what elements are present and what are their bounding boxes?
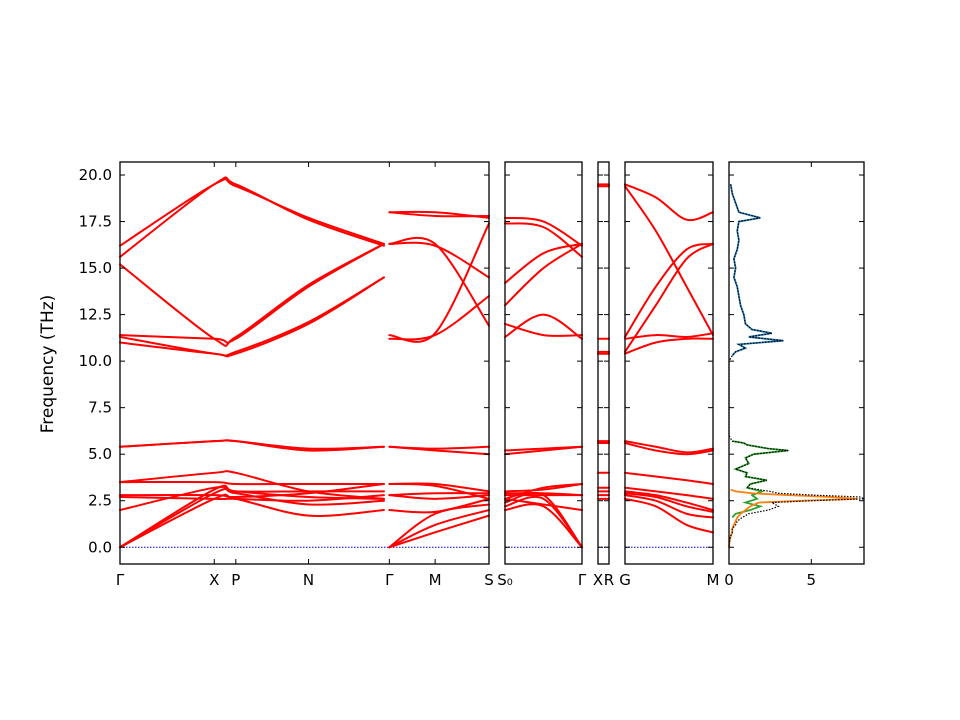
phonon-band-4: [504, 497, 583, 512]
phonon-band-8: [504, 482, 583, 500]
phonon-band-7: [624, 442, 714, 456]
phonon-band-6: [624, 471, 714, 485]
x-tick-label: R: [604, 571, 614, 589]
phonon-band-1: [388, 514, 490, 549]
x-tick-label: Γ: [385, 571, 394, 589]
phonon-band-11: [624, 332, 714, 340]
phonon-band-14: [504, 242, 583, 284]
phonon-band-12: [504, 322, 583, 337]
phonon-band-2: [624, 494, 714, 519]
y-tick-label: 5.0: [88, 445, 112, 463]
phonon-band-6: [119, 482, 385, 499]
phonon-band-4: [624, 490, 714, 512]
dos-total-line: [728, 184, 867, 548]
x-tick-label: P: [231, 571, 240, 589]
phonon-band-1: [119, 493, 385, 549]
x-tick-label: Γ: [116, 571, 125, 589]
axis-frame: [624, 161, 714, 565]
y-tick-label: 17.5: [79, 213, 112, 231]
phonon-band-1: [624, 497, 714, 534]
phonon-band-13: [624, 185, 714, 337]
phonon-band-4: [388, 497, 490, 514]
x-tick-label: M: [429, 571, 442, 589]
phonon-band-1: [504, 503, 583, 549]
phonon-band-14: [119, 242, 385, 347]
y-tick-label: 7.5: [88, 399, 112, 417]
phonon-band-9: [624, 337, 714, 355]
phonon-band-5: [624, 486, 714, 500]
phonon-band-13: [388, 236, 490, 327]
chart-panels: 0.02.55.07.510.012.515.017.520.0Γ X P N Γ M S S…: [79, 161, 867, 589]
x-tick-label: 0: [724, 571, 734, 589]
x-tick-label: 5: [807, 571, 817, 589]
phonon-band-16: [504, 216, 583, 247]
phonon-band-11: [388, 295, 490, 341]
phonon-band-15: [119, 176, 385, 258]
axis-frame: [504, 161, 583, 565]
y-tick-label: 12.5: [79, 306, 112, 324]
y-tick-label: 2.5: [88, 492, 112, 510]
phonon-band-13: [119, 242, 385, 344]
y-tick-label: 15.0: [79, 259, 112, 277]
phonon-band-12: [119, 276, 385, 357]
axis-frame: [597, 161, 610, 565]
phonon-band-2: [388, 509, 490, 549]
phonon-band-10: [624, 242, 714, 353]
phonon-band-6: [388, 492, 490, 497]
phonon-band-10: [504, 445, 583, 452]
phonon-band-10: [119, 439, 385, 450]
dos-partial-line-1: [729, 184, 784, 357]
phonon-band-3: [388, 503, 490, 549]
band-panel-2: S₀ Γ: [497, 161, 587, 589]
x-tick-label: M: [707, 571, 720, 589]
phonon-band-7: [119, 470, 385, 500]
phonon-band-16: [119, 178, 385, 247]
phonon-band-5: [119, 494, 385, 502]
y-tick-label: 0.0: [88, 538, 112, 556]
phonon-band-16: [388, 211, 490, 218]
x-tick-label: S₀: [497, 571, 513, 589]
x-tick-label: X: [593, 571, 603, 589]
phonon-band-12: [624, 242, 714, 338]
dos-partial-line-3: [728, 488, 858, 548]
y-tick-label: 10.0: [79, 352, 112, 370]
phonon-band-15: [504, 222, 583, 258]
phonon-band-14: [388, 241, 490, 279]
y-axis-label: Frequency (THz): [38, 295, 58, 434]
y-tick-label: 20.0: [79, 166, 112, 184]
x-tick-label: S: [484, 571, 494, 589]
phonon-band-2: [119, 487, 385, 549]
phonon-band-8: [119, 480, 385, 486]
x-tick-label: G: [619, 571, 631, 589]
phonon-band-10: [388, 445, 490, 450]
phonon-band-12: [388, 222, 490, 343]
phonon-band-3: [624, 492, 714, 513]
x-tick-label: Γ: [578, 571, 587, 589]
axis-frame: [119, 161, 490, 565]
axis-frame: [728, 161, 865, 565]
phonon-band-11: [119, 276, 385, 358]
phonon-band-8: [388, 482, 490, 500]
phonon-band-8: [624, 440, 714, 454]
phonon-band-14: [624, 183, 714, 222]
x-tick-label: N: [303, 571, 314, 589]
phonon-band-11: [504, 313, 583, 340]
phonon-band-6: [504, 492, 583, 497]
x-tick-label: X: [209, 571, 219, 589]
band-panel-1: 0.0 2.5 5.0 7.5 10.0 12.5 15.0 17.5 20.0 Γ X P N Γ M S: [79, 161, 494, 589]
